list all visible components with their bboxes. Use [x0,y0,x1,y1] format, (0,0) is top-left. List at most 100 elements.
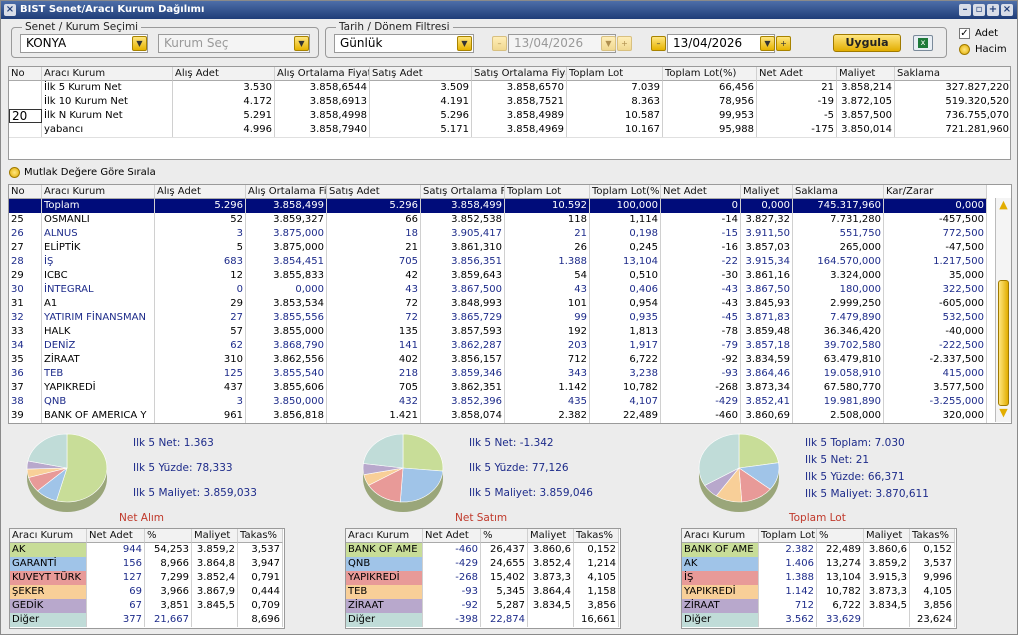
date-to-next-button[interactable]: + [776,36,791,51]
period-select[interactable]: Günlük [334,34,474,53]
table-row[interactable]: GEDİK 67 3,851 3.845,5 0,709 [10,599,284,613]
column-header[interactable]: % [145,529,192,543]
column-header[interactable]: % [481,529,528,543]
column-header[interactable]: Satış Adet [370,67,472,81]
column-header[interactable]: Aracı Kurum [682,529,759,543]
column-header[interactable]: Satış Ortalama Fi [421,185,505,199]
close-icon[interactable]: × [4,4,16,16]
scroll-down-icon[interactable]: ▼ [999,406,1008,419]
table-row[interactable]: AK 944 54,253 3.859,2 3,537 [10,543,284,557]
table-row[interactable]: 30 İNTEGRAL 0 0,000 43 3.867,500 43 0,406 -43 3.8… [9,283,1011,297]
table-row[interactable]: QNB -429 24,655 3.852,4 1,214 [346,557,620,571]
table-row[interactable]: 29 ICBC 12 3.855,833 42 3.859,643 54 0,510 -30 3.… [9,269,1011,283]
date-from-next-button[interactable]: + [617,36,632,51]
column-header[interactable]: Aracı Kurum [42,185,155,199]
chevron-down-icon[interactable]: ▼ [294,36,309,51]
column-header[interactable]: Alış Ortalama Fiyat [275,67,370,81]
column-header[interactable]: Alış Adet [155,185,246,199]
column-header[interactable]: Maliyet [864,529,910,543]
chevron-down-icon[interactable]: ▼ [601,36,616,51]
adet-checkbox[interactable]: ✓ [959,28,970,39]
date-to-prev-button[interactable]: – [651,36,666,51]
chevron-down-icon[interactable]: ▼ [457,36,472,51]
column-header[interactable]: No [9,67,42,81]
column-header[interactable]: Toplam Lot [567,67,663,81]
column-header[interactable]: Aracı Kurum [346,529,423,543]
table-row[interactable]: Diğer -398 22,874 16,661 [346,613,620,627]
table-row[interactable]: AK 1.406 13,274 3.859,2 3,537 [682,557,956,571]
table-row[interactable]: 32 YATIRIM FİNANSMAN 27 3.855,556 72 3.865,72… [9,311,1011,325]
column-header[interactable]: Net Adet [757,67,837,81]
column-header[interactable]: Net Adet [423,529,481,543]
table-row[interactable]: 28 İŞ 683 3.854,451 705 3.856,351 1.388 13,104-… [9,255,1011,269]
table-row[interactable]: İlk 10 Kurum Net 4.172 3.858,6913 4.191 3.85… [9,95,1010,109]
sort-radio[interactable] [9,167,20,178]
table-row[interactable]: yabancı 4.996 3.858,7940 5.171 3.858,4969 10.… [9,123,1010,137]
table-row[interactable]: 37 YAPIKREDİ 437 3.855,606 705 3.862,351 1.142… [9,381,1011,395]
maximize-button[interactable]: + [987,4,999,16]
table-row[interactable]: 36 TEB 125 3.855,540 218 3.859,346 343 3,238 -93… [9,367,1011,381]
column-header[interactable]: Aracı Kurum [10,529,87,543]
table-row[interactable]: Diğer 377 21,667 8,696 [10,613,284,627]
table-row[interactable]: 26 ALNUS 3 3.875,000 18 3.905,417 21 0,198 -15 3.… [9,227,1011,241]
table-row[interactable]: ZİRAAT -92 5,287 3.834,5 3,856 [346,599,620,613]
table-row[interactable]: YAPIKREDİ 1.142 10,782 3.873,3 4,105 [682,585,956,599]
table-row[interactable]: 20 İlk N Kurum Net 5.291 3.858,4998 5.296 3.8… [9,109,1010,123]
broker-select[interactable]: Kurum Seç [158,34,310,53]
table-row[interactable]: 39 BANK OF AMERICA Y 961 3.856,818 1.421 3.85… [9,409,1011,423]
table-row[interactable]: 33 HALK 57 3.855,000 135 3.857,593 192 1,813 -78… [9,325,1011,339]
column-header[interactable]: Satış Ortalama Fiyat [472,67,567,81]
column-header[interactable]: Toplam Lot(% [590,185,661,199]
column-header[interactable]: Toplam Lot [505,185,590,199]
column-header[interactable]: Toplam Lot(%) [663,67,757,81]
column-header[interactable]: Saklama [793,185,884,199]
scroll-up-icon[interactable]: ▲ [999,198,1008,211]
column-header[interactable]: No [9,185,42,199]
minimize-button[interactable]: – [959,4,971,16]
table-row[interactable]: TEB -93 5,345 3.864,4 1,158 [346,585,620,599]
column-header[interactable]: Net Adet [87,529,145,543]
table-row[interactable]: ŞEKER 69 3,966 3.867,9 0,444 [10,585,284,599]
restore-button[interactable]: ▫ [973,4,985,16]
date-from-field[interactable]: 13/04/2026 [508,34,616,53]
table-row[interactable]: GARANTİ 156 8,966 3.864,8 3,947 [10,557,284,571]
table-row[interactable]: ZİRAAT 712 6,722 3.834,5 3,856 [682,599,956,613]
column-header[interactable]: Maliyet [528,529,574,543]
column-header[interactable]: Satış Adet [327,185,421,199]
column-header[interactable]: Takas% [574,529,619,543]
table-row[interactable]: 38 QNB 3 3.850,000 432 3.852,396 435 4,107 -429 3… [9,395,1011,409]
column-header[interactable]: Net Adet [661,185,741,199]
table-row[interactable]: Toplam 5.296 3.858,499 5.296 3.858,499 10.592… [9,199,1011,213]
table-row[interactable]: 27 ELİPTİK 5 3.875,000 21 3.861,310 26 0,245 -16… [9,241,1011,255]
chevron-down-icon[interactable]: ▼ [760,36,775,51]
table-row[interactable]: KUVEYT TÜRK 127 7,299 3.852,4 0,791 [10,571,284,585]
column-header[interactable]: Toplam Lot [759,529,817,543]
scroll-thumb[interactable] [998,280,1009,406]
column-header[interactable]: % [817,529,864,543]
table-row[interactable]: BANK OF AME -460 26,437 3.860,6 0,152 [346,543,620,557]
table-row[interactable]: 31 A1 29 3.853,534 72 3.848,993 101 0,954 -43 3.8… [9,297,1011,311]
table-row[interactable]: BANK OF AME 2.382 22,489 3.860,6 0,152 [682,543,956,557]
apply-button[interactable]: Uygula [833,34,901,52]
vertical-scrollbar[interactable]: ▲ ▼ [995,198,1011,422]
table-row[interactable]: YAPIKREDİ -268 15,402 3.873,3 4,105 [346,571,620,585]
chevron-down-icon[interactable]: ▼ [132,36,147,51]
column-header[interactable]: Maliyet [741,185,793,199]
column-header[interactable]: Kar/Zarar [884,185,987,199]
close-button[interactable]: × [1001,4,1013,16]
excel-export-icon[interactable]: x [913,35,933,51]
column-header[interactable]: Saklama [895,67,1010,81]
table-row[interactable]: İlk 5 Kurum Net 3.530 3.858,6544 3.509 3.858… [9,81,1010,95]
date-from-prev-button[interactable]: – [492,36,507,51]
column-header[interactable]: Takas% [238,529,283,543]
column-header[interactable]: Aracı Kurum [42,67,173,81]
column-header[interactable]: Maliyet [192,529,238,543]
table-row[interactable]: Diğer 3.562 33,629 23,624 [682,613,956,627]
date-to-field[interactable]: 13/04/2026 [667,34,775,53]
column-header[interactable]: Alış Ortalama Fiy [246,185,327,199]
stock-select[interactable]: KONYA [20,34,148,53]
table-row[interactable]: 25 OSMANLI 52 3.859,327 66 3.852,538 118 1,114-… [9,213,1011,227]
table-row[interactable]: 34 DENİZ 62 3.868,790 141 3.862,287 203 1,917 -7… [9,339,1011,353]
hacim-radio[interactable] [959,44,970,55]
table-row[interactable]: 35 ZİRAAT 310 3.862,556 402 3.856,157 712 6,722… [9,353,1011,367]
